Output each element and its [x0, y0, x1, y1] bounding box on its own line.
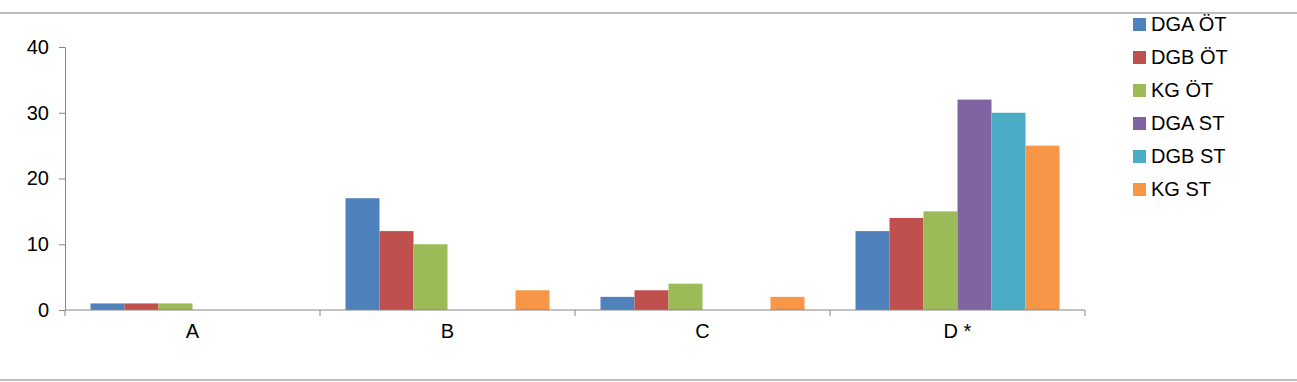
bar — [516, 290, 550, 310]
y-tick-label: 10 — [27, 233, 49, 255]
bar — [125, 303, 159, 310]
bar — [346, 198, 380, 310]
x-tick: D * — [944, 320, 972, 342]
bar — [601, 297, 635, 310]
x-tick: B — [441, 320, 454, 342]
legend-item: DGB ÖT — [1133, 46, 1228, 68]
legend-item: DGB ST — [1133, 145, 1225, 167]
x-tick: A — [186, 320, 200, 342]
chart-border — [0, 379, 1297, 381]
x-axis: A B C D * — [65, 310, 1085, 342]
chart: 010203040ABCD *DGA ÖTDGB ÖTKG ÖTDGA STDG… — [0, 0, 1297, 382]
legend-label: KG ST — [1151, 178, 1211, 200]
bar — [414, 244, 448, 310]
legend-item: DGA ÖT — [1133, 13, 1227, 35]
x-tick-label: B — [441, 320, 454, 342]
y-tick-label: 30 — [27, 102, 49, 124]
bar — [669, 284, 703, 310]
bar — [380, 231, 414, 310]
bar — [856, 231, 890, 310]
legend-item: KG ÖT — [1133, 79, 1213, 101]
legend: DGA ÖT DGB ÖT KG ÖT DGA ST DGB ST KG ST — [1133, 13, 1228, 200]
y-tick-label: 40 — [27, 36, 49, 58]
y-tick-mark — [59, 113, 65, 114]
category-divider — [1085, 310, 1086, 316]
y-tick-mark — [59, 310, 65, 311]
legend-swatch — [1133, 84, 1146, 97]
legend-swatch — [1133, 150, 1146, 163]
category-divider — [575, 310, 576, 316]
y-tick-mark — [59, 244, 65, 245]
legend-label: KG ÖT — [1151, 79, 1213, 101]
y-tick-mark — [59, 179, 65, 180]
bar — [992, 113, 1026, 310]
legend-item: KG ST — [1133, 178, 1211, 200]
y-tick-label: 20 — [27, 167, 49, 189]
legend-swatch — [1133, 117, 1146, 130]
bar — [635, 290, 669, 310]
x-tick: C — [695, 320, 709, 342]
y-tick: 20 — [27, 167, 65, 189]
bar — [958, 100, 992, 310]
bar — [91, 303, 125, 310]
y-tick-mark — [59, 47, 65, 48]
legend-swatch — [1133, 18, 1146, 31]
y-tick: 0 — [38, 299, 65, 321]
legend-label: DGA ÖT — [1151, 13, 1227, 35]
y-axis-line — [59, 48, 66, 311]
bar — [771, 297, 805, 310]
bar — [159, 303, 193, 310]
y-tick: 10 — [27, 233, 65, 255]
category-divider — [320, 310, 321, 316]
category-divider — [65, 310, 66, 316]
category-divider — [830, 310, 831, 316]
legend-label: DGA ST — [1151, 112, 1224, 134]
x-tick-label: D * — [944, 320, 972, 342]
x-tick-label: A — [186, 320, 200, 342]
legend-item: DGA ST — [1133, 112, 1224, 134]
x-tick-label: C — [695, 320, 709, 342]
chart-border — [0, 12, 1297, 14]
y-axis: 0 10 20 30 40 — [27, 36, 66, 321]
bar — [924, 211, 958, 310]
legend-label: DGB ST — [1151, 145, 1225, 167]
legend-swatch — [1133, 51, 1146, 64]
legend-label: DGB ÖT — [1151, 46, 1228, 68]
bar — [1026, 146, 1060, 310]
y-tick: 30 — [27, 102, 65, 124]
bar — [890, 218, 924, 310]
legend-swatch — [1133, 183, 1146, 196]
y-tick-label: 0 — [38, 299, 49, 321]
y-tick: 40 — [27, 36, 65, 58]
bars — [91, 100, 1060, 310]
